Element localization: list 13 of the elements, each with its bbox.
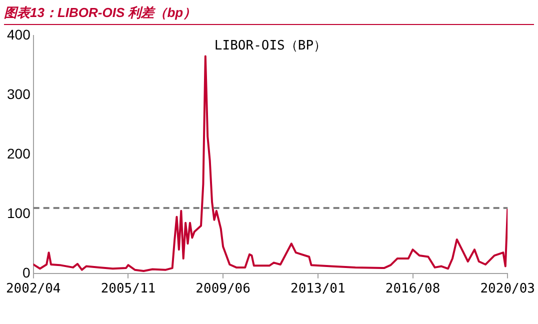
x-tick-label: 2020/03 [480,282,536,297]
y-tick-label: 400 [7,26,31,42]
x-tick-label: 2009/06 [196,282,250,297]
x-tick-label: 2002/04 [6,282,61,297]
y-tick-label: 300 [7,86,31,102]
x-tick-label: 2013/01 [290,282,346,297]
y-tick-label: 0 [22,264,31,280]
y-tick-label: 100 [7,204,31,221]
x-tick-label: 2005/11 [100,282,156,297]
x-tick-label: 2016/08 [385,282,440,297]
chart-subtitle: LIBOR-OIS（BP） [214,38,327,54]
chart-title: 图表13：LIBOR-OIS 利差（bp） [4,4,534,25]
y-tick-label: 200 [7,145,31,162]
